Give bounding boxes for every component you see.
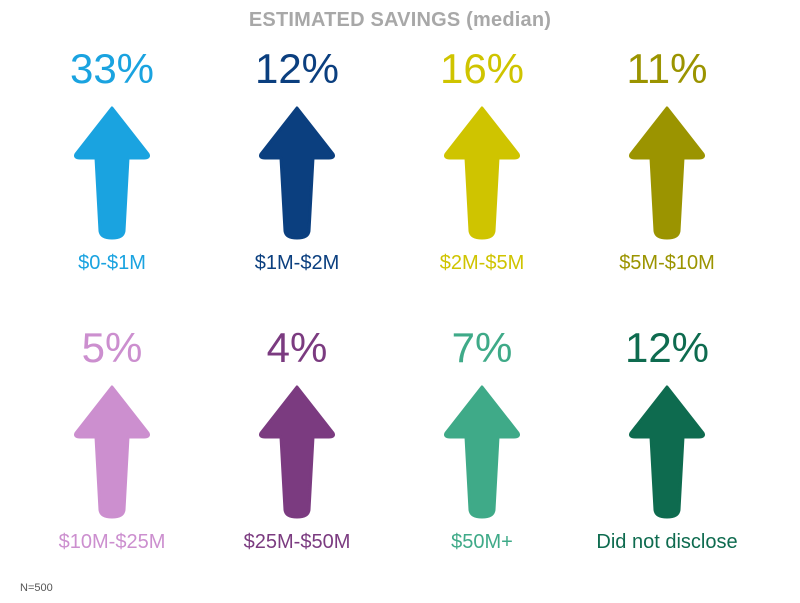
savings-tile: 12% Did not disclose (577, 323, 757, 603)
savings-percent: 33% (69, 45, 155, 92)
savings-tile: 7% $50M+ (392, 323, 572, 603)
revenue-band-label: $2M-$5M (439, 252, 525, 274)
chart-title: ESTIMATED SAVINGS (median) (248, 9, 552, 31)
revenue-band-label: $10M-$25M (58, 531, 166, 553)
savings-tile: 12% $1M-$2M (207, 44, 387, 324)
revenue-band-label: Did not disclose (596, 531, 738, 553)
arrow-mark (629, 106, 705, 240)
revenue-band-label: $0-$1M (78, 252, 146, 274)
arrow-mark (444, 106, 520, 240)
savings-percent: 4% (266, 324, 328, 371)
savings-tile: 5% $10M-$25M (22, 323, 202, 603)
sample-size-footnote: N=500 (20, 582, 53, 594)
revenue-band-label: $50M+ (451, 531, 513, 553)
savings-tile: 33% $0-$1M (22, 44, 202, 324)
arrow-mark (629, 385, 705, 519)
up-arrow-icon (259, 385, 335, 519)
revenue-band-label: $5M-$10M (619, 252, 715, 274)
up-arrow-icon (444, 385, 520, 519)
arrow-mark (74, 385, 150, 519)
up-arrow-icon (74, 385, 150, 519)
savings-percent: 12% (624, 324, 710, 371)
savings-percent: 5% (81, 324, 143, 371)
arrow-mark (259, 106, 335, 240)
savings-percent: 11% (626, 45, 708, 92)
savings-tile: 11% $5M-$10M (577, 44, 757, 324)
up-arrow-icon (259, 106, 335, 240)
up-arrow-icon (444, 106, 520, 240)
savings-tile: 4% $25M-$50M (207, 323, 387, 603)
arrow-mark (259, 385, 335, 519)
arrow-mark (74, 106, 150, 240)
up-arrow-icon (629, 106, 705, 240)
up-arrow-icon (74, 106, 150, 240)
savings-tile: 16% $2M-$5M (392, 44, 572, 324)
arrow-mark (444, 385, 520, 519)
savings-percent: 12% (254, 45, 340, 92)
revenue-band-label: $25M-$50M (243, 531, 351, 553)
savings-percent: 7% (451, 324, 513, 371)
savings-percent: 16% (439, 45, 525, 92)
revenue-band-label: $1M-$2M (254, 252, 340, 274)
up-arrow-icon (629, 385, 705, 519)
